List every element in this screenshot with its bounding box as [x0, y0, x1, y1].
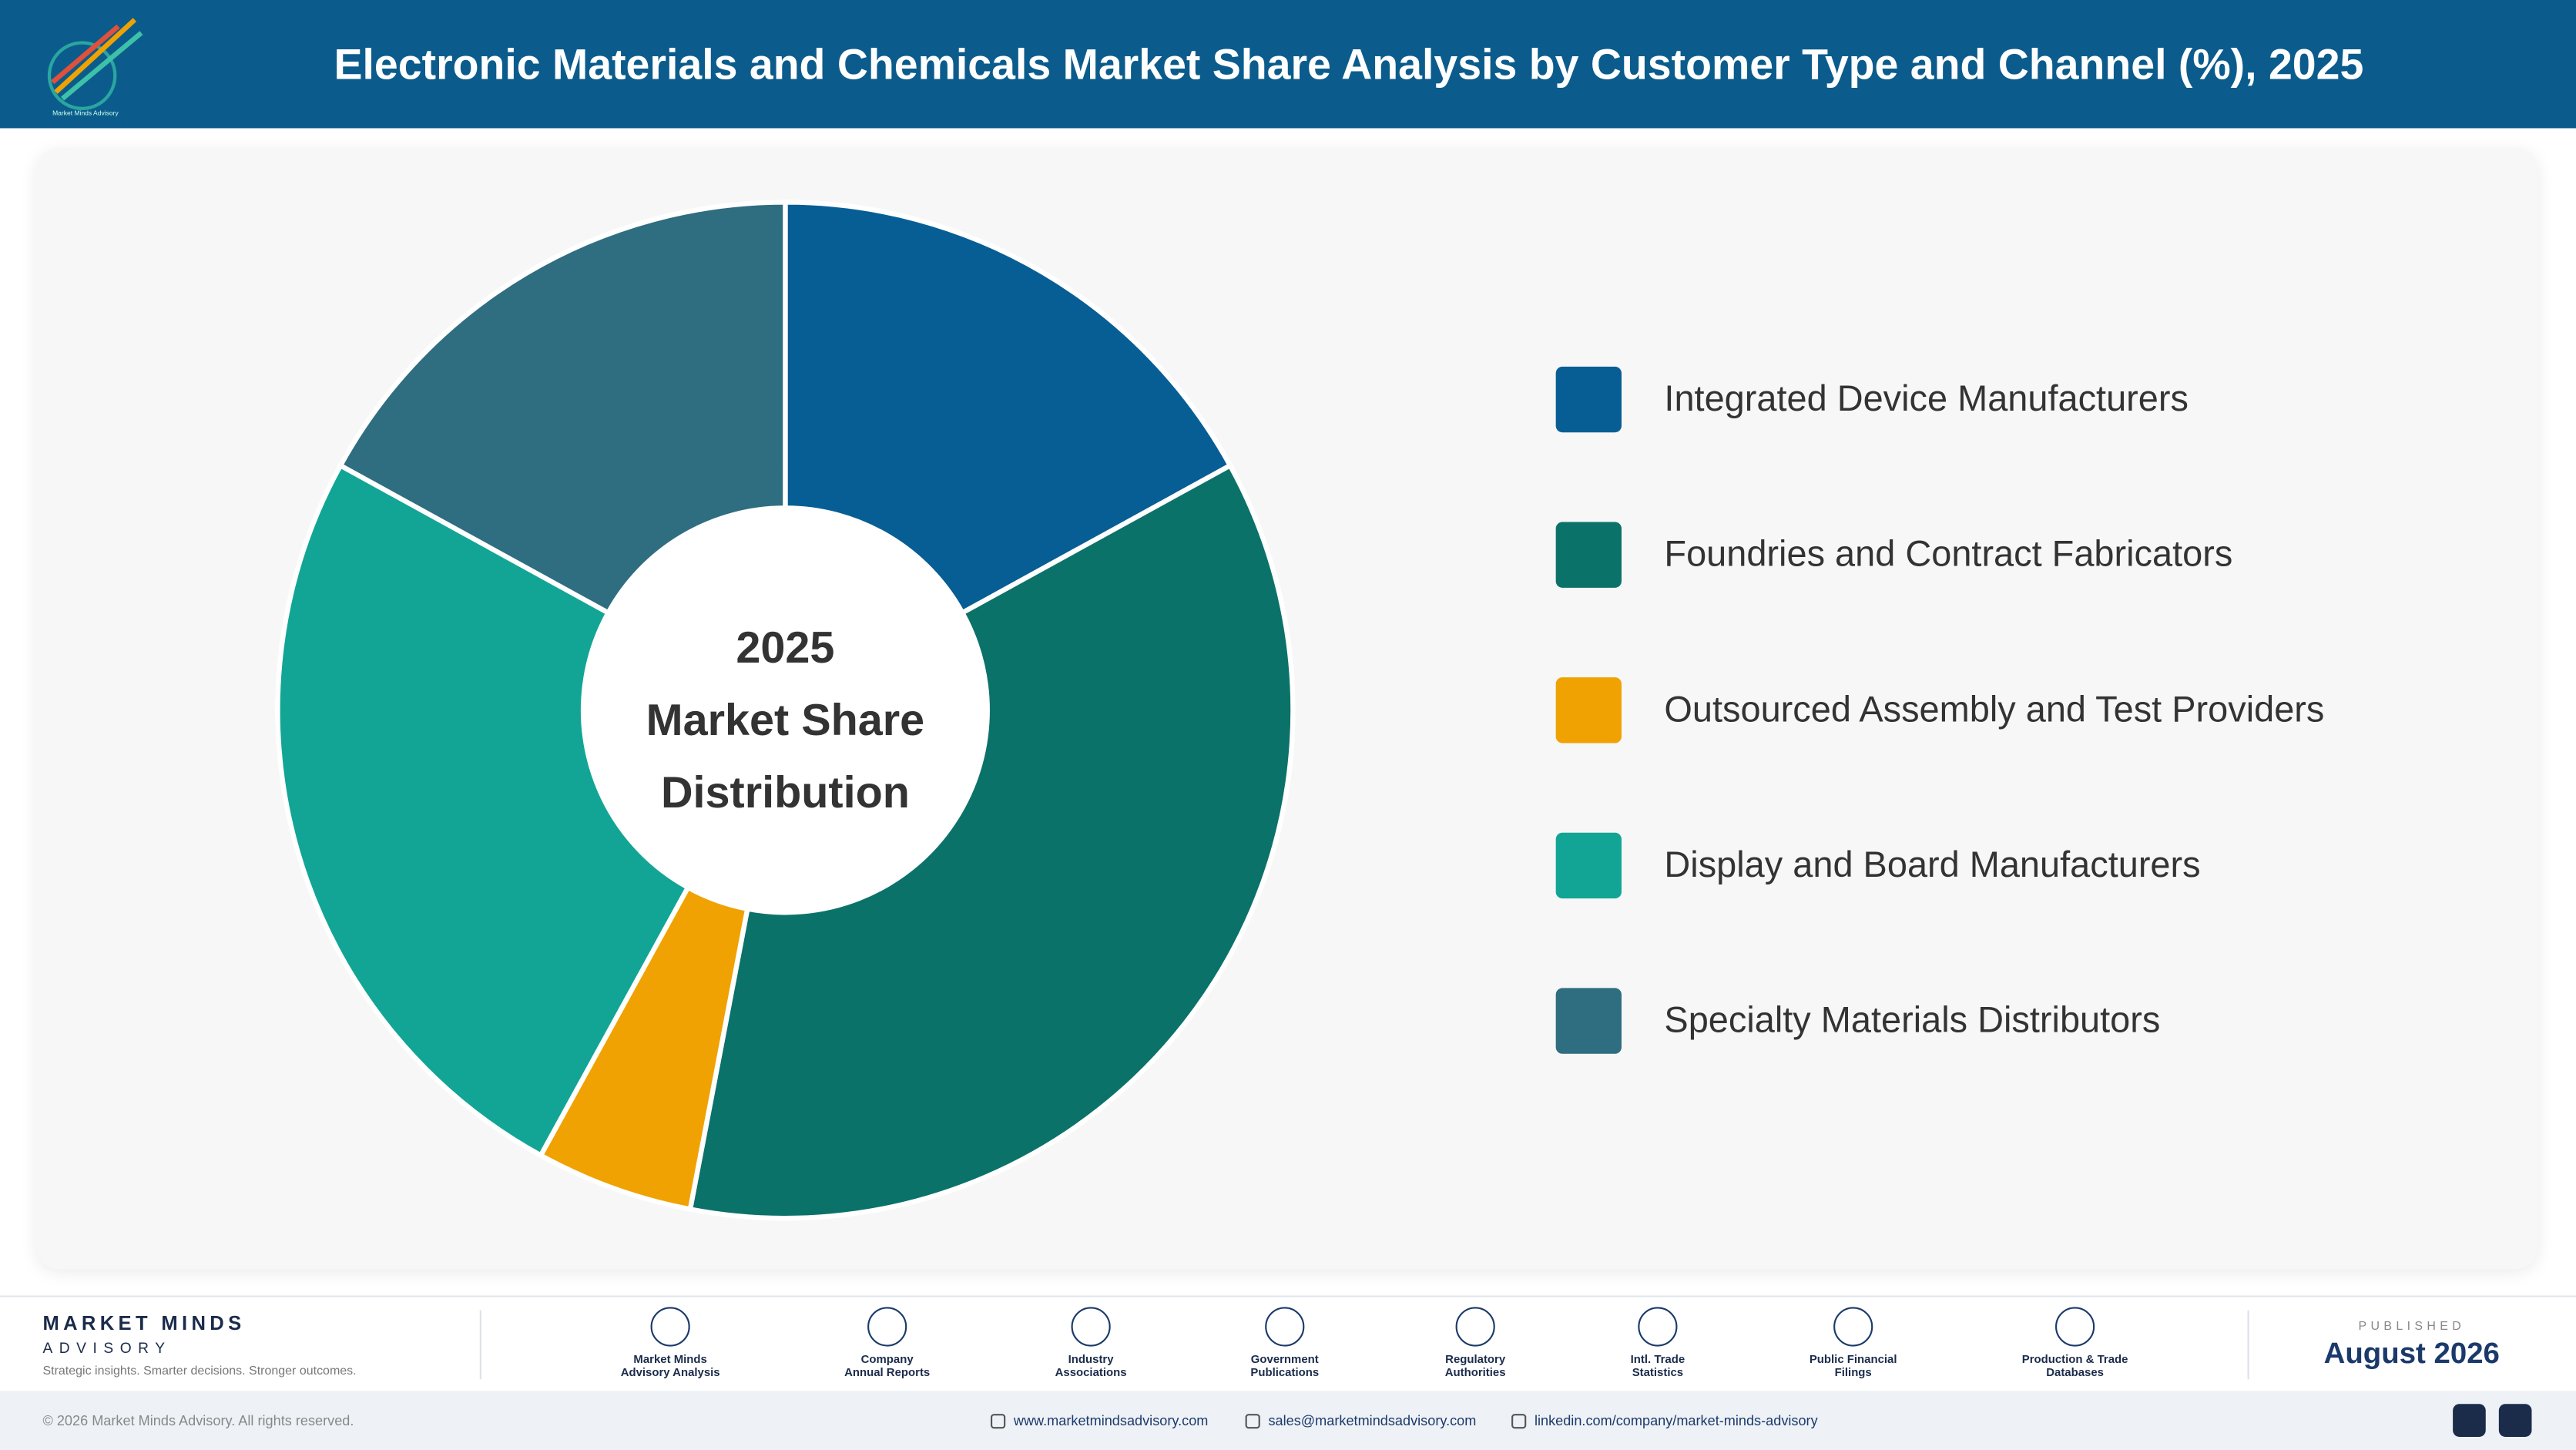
source-label: Company: [860, 1354, 914, 1367]
source-icon: [650, 1307, 690, 1347]
published-label: PUBLISHED: [2358, 1318, 2466, 1334]
source-icon: [867, 1307, 907, 1347]
legend-swatch: [1555, 988, 1622, 1054]
legend-swatch: [1555, 832, 1622, 899]
source-label: Public Financial: [1809, 1354, 1897, 1367]
source-icon: [1638, 1307, 1678, 1347]
chart-card: 2025 Market Share Distribution Integrated D…: [35, 148, 2539, 1270]
source-label: Government: [1250, 1354, 1319, 1367]
legend-label: Integrated Device Manufacturers: [1664, 378, 2189, 418]
divider: [2247, 1310, 2249, 1380]
chart: 2025 Market Share Distribution Integrated D…: [275, 200, 2324, 1221]
center-label: Market Share: [646, 696, 925, 745]
social-youtube: [2498, 1404, 2532, 1437]
legend-label: Display and Board Manufacturers: [1664, 844, 2200, 884]
source-label: Publications: [1250, 1368, 1320, 1380]
social-x: [2453, 1404, 2486, 1437]
donut-segment: [687, 462, 1296, 1221]
source-label: Associations: [1055, 1368, 1127, 1380]
link: linkedin.com/company/market-minds-adviso…: [1534, 1411, 1818, 1429]
legend-label: Specialty Materials Distributors: [1664, 1000, 2160, 1040]
brand: MARKET MINDS: [42, 1311, 246, 1335]
bottom-bar: © 2026 Market Minds Advisory. All rights…: [0, 1391, 2576, 1450]
source-icon: [1265, 1307, 1305, 1347]
link-icon: [991, 1414, 1006, 1429]
link: sales@marketmindsadvisory.com: [1268, 1411, 1477, 1429]
donut-segment: [337, 200, 788, 616]
source-label: Intl. Trade: [1630, 1354, 1685, 1367]
source-label: Databases: [2046, 1368, 2104, 1380]
source-icon: [2055, 1307, 2095, 1347]
source-icon: [1455, 1307, 1495, 1347]
logo: Market Minds Advisory: [47, 18, 143, 116]
published-date: August 2026: [2323, 1336, 2500, 1370]
link-icon: [1511, 1414, 1527, 1429]
legend-swatch: [1555, 677, 1622, 743]
source-label: Statistics: [1632, 1368, 1684, 1380]
divider: [479, 1310, 481, 1380]
legend-label: Foundries and Contract Fabricators: [1664, 534, 2232, 574]
link: www.marketmindsadvisory.com: [1013, 1411, 1209, 1429]
source-icon: [1833, 1307, 1873, 1347]
source-label: Industry: [1068, 1354, 1114, 1367]
title: Electronic Materials and Chemicals Marke…: [334, 39, 2364, 89]
source-label: Filings: [1834, 1368, 1872, 1380]
footer: MARKET MINDS ADVISORY Strategic insights. …: [0, 1295, 2576, 1393]
copyright: © 2026 Market Minds Advisory. All rights…: [42, 1411, 354, 1429]
donut-hole: [585, 509, 986, 911]
source-label: Authorities: [1444, 1368, 1506, 1380]
donut-segment: [275, 462, 692, 1159]
link-icon: [1245, 1414, 1260, 1429]
center-label: 2025: [736, 623, 834, 673]
source-label: Advisory Analysis: [620, 1368, 720, 1380]
brand-sub: ADVISORY: [42, 1340, 172, 1357]
source-icon: [1071, 1307, 1111, 1347]
svg-text:Market Minds Advisory: Market Minds Advisory: [52, 109, 119, 116]
source-label: Production & Trade: [2021, 1354, 2128, 1367]
source-label: Market Minds: [633, 1354, 707, 1367]
source-label: Annual Reports: [844, 1368, 931, 1380]
center-label: Distribution: [661, 768, 910, 817]
legend-label: Outsourced Assembly and Test Providers: [1664, 689, 2324, 729]
donut-segment: [783, 200, 1234, 616]
legend-swatch: [1555, 366, 1622, 433]
tagline: Strategic insights. Smarter decisions. S…: [42, 1362, 357, 1378]
source-label: Regulatory: [1445, 1354, 1506, 1367]
legend-swatch: [1555, 522, 1622, 588]
header: Market Minds Advisory Electronic Materia…: [0, 0, 2576, 129]
